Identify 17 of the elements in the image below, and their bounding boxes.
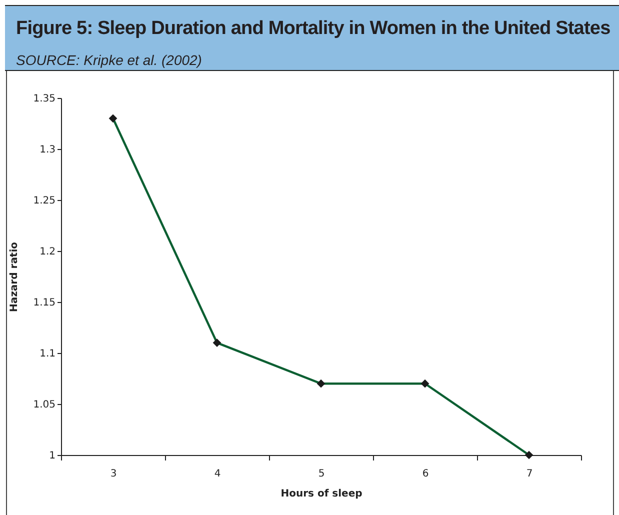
y-tick-label: 1.35 bbox=[33, 94, 56, 104]
y-tick-label: 1.05 bbox=[33, 400, 56, 410]
y-tick-label: 1 bbox=[49, 450, 56, 462]
y-tick-label: 1.15 bbox=[33, 298, 56, 308]
y-tick-label: 1.1 bbox=[40, 348, 56, 360]
x-tick-label: 7 bbox=[526, 468, 533, 480]
x-axis-title: Hours of sleep bbox=[280, 488, 362, 500]
chart-subtitle: SOURCE: Kripke et al. (2002) bbox=[16, 52, 202, 68]
chart-title: Figure 5: Sleep Duration and Mortality in Women in the United States bbox=[16, 18, 610, 40]
y-axis-title: Hazard ratio bbox=[9, 242, 20, 312]
x-tick-label: 4 bbox=[214, 468, 221, 480]
x-tick-label: 3 bbox=[110, 468, 117, 480]
y-tick-label: 1.3 bbox=[40, 144, 56, 156]
x-tick-label: 5 bbox=[318, 468, 325, 480]
y-tick-label: 1.2 bbox=[40, 246, 56, 258]
x-tick-label: 6 bbox=[422, 468, 429, 480]
y-tick-label: 1.25 bbox=[33, 196, 56, 206]
